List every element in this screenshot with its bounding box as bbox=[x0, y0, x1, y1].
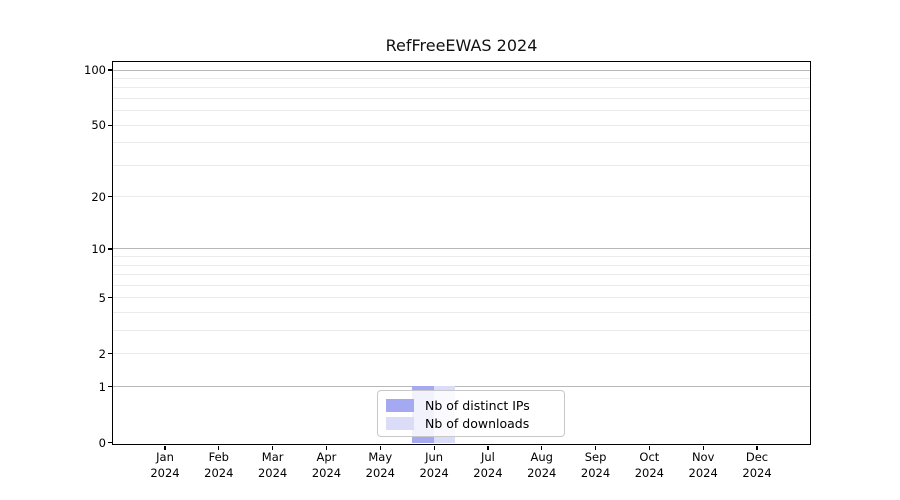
x-tick-6 bbox=[433, 445, 435, 450]
legend-label-distinct-ips: Nb of distinct IPs bbox=[425, 397, 530, 413]
gridline-major-10 bbox=[113, 248, 810, 250]
x-tick-label-nov-2024: Nov 2024 bbox=[688, 450, 718, 480]
legend-label-downloads: Nb of downloads bbox=[425, 415, 530, 431]
gridline-major-1 bbox=[113, 386, 810, 388]
gridline-minor-80 bbox=[113, 87, 810, 89]
x-tick-label-jun-2024: Jun 2024 bbox=[419, 450, 449, 480]
x-tick-12 bbox=[756, 445, 758, 450]
x-tick-label-feb-2024: Feb 2024 bbox=[204, 450, 234, 480]
legend-swatch-downloads bbox=[386, 416, 414, 430]
gridline-minor-7 bbox=[113, 274, 810, 276]
gridline-minor-40 bbox=[113, 142, 810, 144]
gridline-minor-3 bbox=[113, 330, 810, 332]
y-tick-label-1: 1 bbox=[98, 379, 106, 394]
x-tick-2 bbox=[218, 445, 220, 450]
y-tick-5 bbox=[108, 297, 113, 299]
legend-item-distinct-ips: Nb of distinct IPs bbox=[386, 397, 564, 413]
x-tick-label-dec-2024: Dec 2024 bbox=[742, 450, 772, 480]
legend: Nb of distinct IPs Nb of downloads bbox=[377, 390, 565, 437]
x-tick-label-oct-2024: Oct 2024 bbox=[634, 450, 665, 480]
gridline-minor-60 bbox=[113, 110, 810, 112]
gridline-minor-8 bbox=[113, 264, 810, 266]
y-tick-10 bbox=[108, 248, 113, 250]
x-tick-3 bbox=[272, 445, 274, 450]
gridline-minor-30 bbox=[113, 164, 810, 166]
y-tick-0 bbox=[108, 441, 113, 444]
y-tick-2 bbox=[108, 353, 113, 355]
y-tick-label-0: 0 bbox=[98, 435, 106, 450]
x-tick-label-may-2024: May 2024 bbox=[365, 450, 395, 480]
x-tick-label-jul-2024: Jul 2024 bbox=[473, 450, 503, 480]
y-tick-1 bbox=[108, 385, 113, 388]
x-tick-8 bbox=[541, 445, 543, 450]
gridline-minor-20 bbox=[113, 196, 810, 198]
gridline-minor-6 bbox=[113, 284, 810, 286]
x-tick-label-mar-2024: Mar 2024 bbox=[257, 450, 288, 480]
gridline-minor-9 bbox=[113, 256, 810, 258]
gridline-minor-70 bbox=[113, 97, 810, 99]
y-tick-20 bbox=[108, 196, 113, 198]
plot-area bbox=[112, 61, 811, 445]
y-tick-label-2: 2 bbox=[98, 346, 106, 361]
chart-title: RefFreeEWAS 2024 bbox=[385, 36, 538, 55]
x-tick-4 bbox=[325, 445, 328, 450]
y-tick-label-100: 100 bbox=[84, 63, 106, 77]
x-tick-7 bbox=[487, 445, 489, 450]
gridline-minor-5 bbox=[113, 297, 810, 299]
gridline-minor-90 bbox=[113, 77, 810, 79]
gridline-minor-4 bbox=[113, 312, 810, 314]
x-tick-label-aug-2024: Aug 2024 bbox=[527, 450, 557, 480]
x-tick-label-jan-2024: Jan 2024 bbox=[150, 450, 180, 480]
gridline-minor-50 bbox=[113, 124, 810, 126]
legend-swatch-distinct-ips bbox=[386, 398, 414, 412]
x-tick-label-apr-2024: Apr 2024 bbox=[311, 450, 342, 480]
y-tick-100 bbox=[108, 69, 113, 71]
x-tick-1 bbox=[164, 445, 166, 450]
y-tick-label-5: 5 bbox=[98, 290, 106, 305]
x-tick-11 bbox=[702, 445, 704, 450]
y-tick-label-10: 10 bbox=[91, 241, 106, 256]
x-tick-5 bbox=[379, 445, 381, 450]
gridline-major-100 bbox=[113, 69, 810, 71]
x-tick-label-sep-2024: Sep 2024 bbox=[580, 450, 611, 480]
y-tick-label-50: 50 bbox=[91, 118, 106, 133]
y-tick-50 bbox=[108, 124, 113, 126]
gridline-minor-2 bbox=[113, 353, 810, 355]
x-tick-9 bbox=[594, 445, 597, 450]
x-tick-10 bbox=[648, 445, 650, 450]
y-tick-label-20: 20 bbox=[91, 189, 106, 204]
legend-item-downloads: Nb of downloads bbox=[386, 415, 564, 431]
